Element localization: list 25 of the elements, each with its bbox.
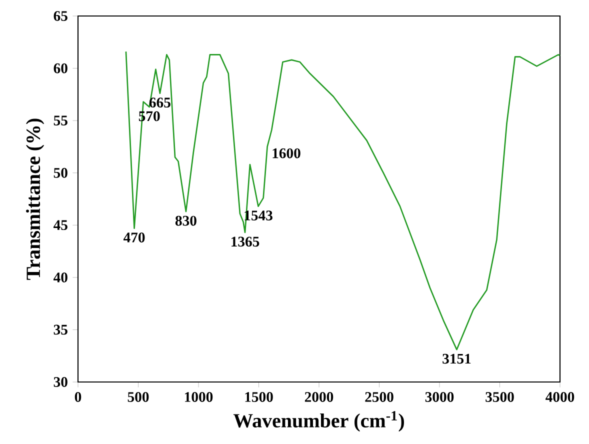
y-tick-label: 40	[54, 272, 68, 282]
annotation: 1365	[232, 236, 260, 247]
x-axis-title: Wavenumber (cm$^{-1}$)	[233, 411, 404, 432]
x-tick-label: 0	[74, 392, 82, 402]
y-tick-label: 60	[54, 63, 68, 74]
annotation: 3151	[442, 354, 471, 364]
annotation: 470	[123, 232, 145, 242]
x-tick-label: 4000	[546, 392, 574, 402]
y-tick-label: 30	[54, 377, 68, 387]
y-tick-label: 50	[54, 168, 68, 178]
y-axis-title: Transmittance (%)	[26, 118, 44, 280]
annotation: 830	[175, 216, 196, 226]
x-tick-label: 3500	[486, 392, 514, 402]
line-series	[125, 50, 561, 350]
y-tick-label: 45	[54, 220, 68, 230]
y-tick-label: 65	[54, 11, 68, 21]
x-tick-label: 3000	[425, 392, 454, 402]
annotation: 1600	[272, 148, 300, 158]
x-tick-label: 500	[128, 392, 149, 402]
x-tick-label: 1000	[185, 392, 213, 402]
y-tick-label: 35	[54, 324, 68, 335]
x-tick-label: 1500	[245, 392, 273, 402]
x-tick-label: 2500	[365, 392, 394, 402]
x-tick-label: 2000	[304, 392, 334, 402]
y-tick-label: 55	[54, 116, 68, 126]
